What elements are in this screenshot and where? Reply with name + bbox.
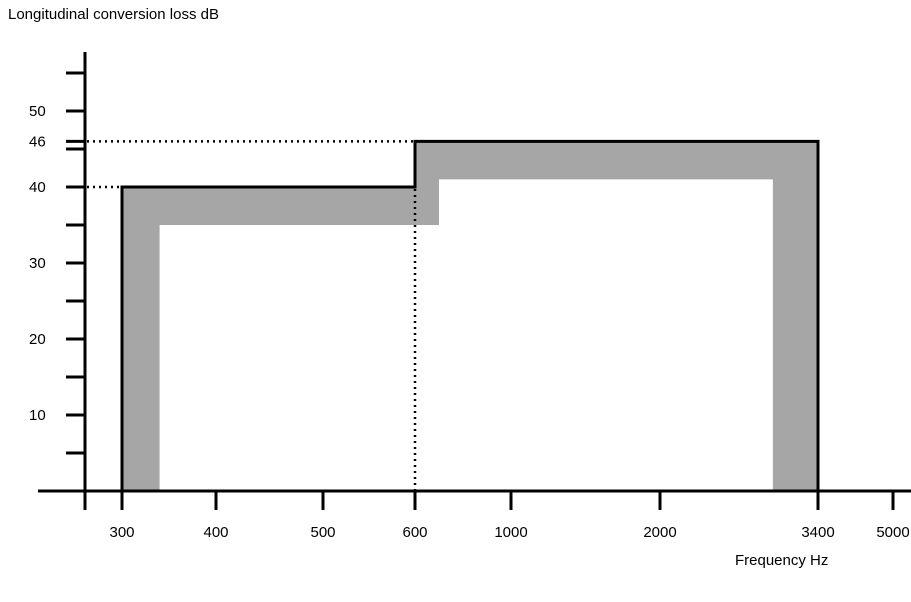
shaded-band-inner xyxy=(159,179,773,491)
y-tick-label: 30 xyxy=(29,255,46,272)
x-tick-label: 300 xyxy=(109,524,134,541)
x-tick-label: 3400 xyxy=(801,524,834,541)
y-axis-title: Longitudinal conversion loss dB xyxy=(8,6,219,23)
y-tick-label: 50 xyxy=(29,103,46,120)
x-axis-title: Frequency Hz xyxy=(735,552,829,569)
x-tick-label: 400 xyxy=(203,524,228,541)
x-tick-label: 5000 xyxy=(876,524,909,541)
y-tick-label: 20 xyxy=(29,331,46,348)
y-tick-label: 46 xyxy=(29,133,46,150)
limit-line xyxy=(120,139,820,491)
y-tick-label: 40 xyxy=(29,179,46,196)
x-tick-label: 600 xyxy=(402,524,427,541)
y-tick-label: 10 xyxy=(29,407,46,424)
x-tick-label: 2000 xyxy=(643,524,676,541)
x-tick-label: 500 xyxy=(310,524,335,541)
x-tick-label: 1000 xyxy=(494,524,527,541)
